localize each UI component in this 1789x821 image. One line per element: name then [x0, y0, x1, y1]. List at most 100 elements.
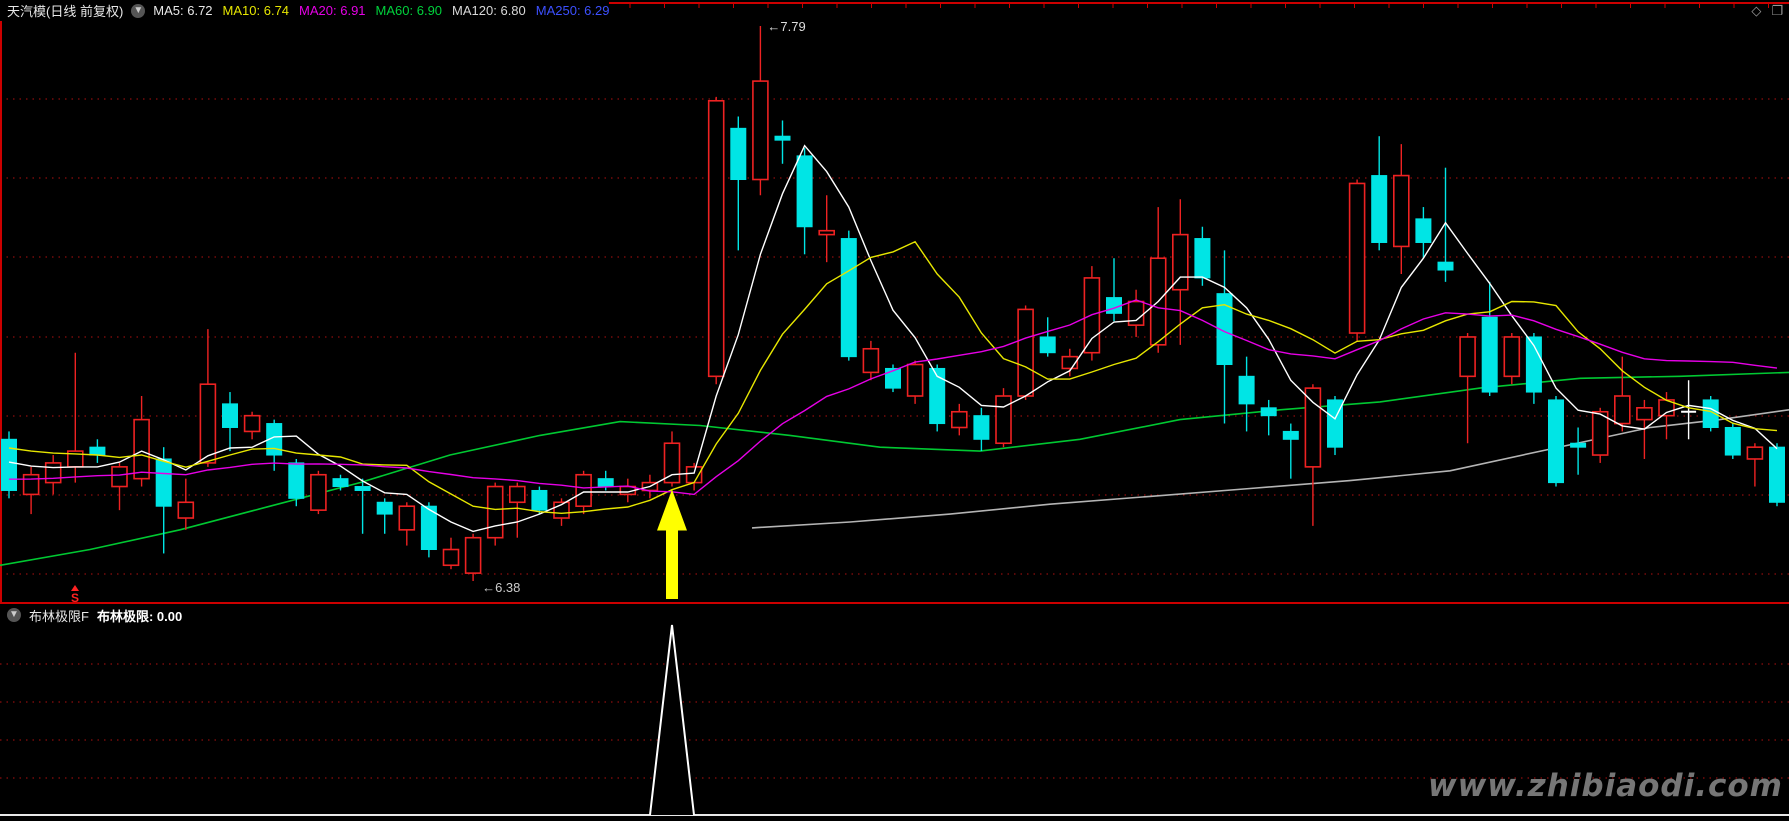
down-candle	[376, 501, 393, 515]
up-candle	[1348, 182, 1366, 334]
diamond-icon[interactable]: ◇	[1751, 3, 1762, 18]
down-candle	[1769, 446, 1785, 503]
down-candle	[1, 438, 17, 491]
indicator-name[interactable]: 布林极限F	[29, 608, 89, 624]
up-candle	[243, 414, 261, 433]
up-candle	[862, 347, 880, 374]
ma-legend-item-3: MA60: 6.90	[375, 3, 443, 18]
up-candle	[398, 505, 416, 531]
buy-signal-arrow-icon	[657, 489, 687, 599]
ma-legend-item-5: MA250: 6.29	[535, 3, 610, 18]
indicator-value: 布林极限: 0.00	[96, 608, 183, 624]
up-candle	[111, 466, 128, 488]
up-candle	[1636, 407, 1653, 421]
up-candle	[44, 462, 62, 484]
up-candle	[486, 485, 504, 539]
up-candle	[995, 395, 1012, 445]
up-candle	[177, 501, 195, 519]
down-candle	[266, 423, 283, 456]
low-price-label: ←6.38	[482, 580, 520, 595]
up-candle	[663, 442, 681, 484]
down-candle	[1481, 316, 1498, 393]
up-candle	[950, 410, 968, 429]
watermark: www.zhibiaodi.com	[1427, 768, 1783, 804]
up-candle	[133, 418, 150, 480]
sell-marker-triangle-icon	[71, 585, 79, 591]
up-candle	[1393, 174, 1410, 248]
ma60-line	[0, 371, 1789, 567]
down-candle	[1437, 261, 1454, 271]
down-candle	[840, 238, 857, 358]
down-candle	[354, 486, 371, 491]
indicator-spike	[649, 624, 695, 816]
up-candle	[464, 536, 482, 574]
down-candle	[1282, 430, 1299, 440]
down-candle	[1548, 399, 1564, 484]
up-candle	[508, 485, 526, 504]
down-candle	[1702, 399, 1719, 428]
down-candle	[1371, 175, 1388, 243]
up-candle	[199, 383, 217, 464]
down-candle	[1415, 218, 1432, 243]
ma5-line	[8, 144, 1778, 533]
down-candle	[1238, 375, 1255, 405]
ma-legend-item-0: MA5: 6.72	[153, 3, 213, 18]
down-candle	[155, 458, 172, 507]
sell-marker-label: S	[71, 591, 79, 605]
up-candle	[1172, 233, 1189, 291]
up-candle	[442, 548, 460, 567]
indicator-panel-header: ▼ 布林极限F 布林极限: 0.00	[0, 605, 182, 625]
up-candle	[1127, 300, 1145, 326]
chevron-down-icon[interactable]: ▼	[7, 608, 21, 622]
main-chart-legend: 天汽模(日线 前复权) ▼ MA5: 6.72 MA10: 6.74 MA20: 6…	[0, 0, 610, 21]
up-candle	[1614, 395, 1631, 425]
stock-title: 天汽模(日线 前复权)	[7, 4, 124, 19]
down-candle	[597, 478, 614, 488]
up-candle	[310, 473, 327, 511]
up-candle	[752, 80, 769, 181]
down-candle	[973, 415, 990, 440]
down-candle	[796, 155, 813, 228]
ma-legend-items: MA5: 6.72 MA10: 6.74 MA20: 6.91 MA60: 6.90 M…	[153, 3, 609, 18]
down-candle	[1106, 297, 1122, 314]
down-candle	[1570, 442, 1587, 448]
up-candle	[1304, 387, 1322, 468]
down-candle	[531, 489, 548, 511]
down-candle	[885, 367, 901, 389]
up-candle	[1503, 336, 1521, 378]
up-candle	[1017, 308, 1034, 397]
ma20-line	[8, 299, 1778, 496]
down-candle	[1260, 407, 1277, 417]
down-candle	[288, 462, 305, 499]
up-candle	[1061, 355, 1079, 370]
chevron-down-icon[interactable]: ▼	[131, 3, 146, 18]
up-candle	[1459, 336, 1476, 378]
down-candle	[1194, 238, 1211, 279]
ma-legend-item-1: MA10: 6.74	[222, 3, 290, 18]
down-candle	[1216, 293, 1233, 366]
ma120-line	[751, 409, 1789, 529]
down-candle	[222, 403, 238, 428]
down-candle	[332, 478, 349, 488]
down-candle	[774, 135, 791, 141]
up-candle	[22, 473, 40, 496]
up-candle	[1591, 410, 1609, 456]
up-candle	[818, 229, 836, 236]
split-pane-icon[interactable]: ❐	[1771, 3, 1783, 18]
ma-legend-item-4: MA120: 6.80	[452, 3, 526, 18]
high-price-label: ←7.79	[767, 19, 805, 34]
down-candle	[929, 367, 946, 425]
down-candle	[1724, 426, 1741, 456]
up-candle	[707, 99, 725, 378]
down-candle	[1525, 336, 1542, 393]
ma10-line	[8, 240, 1778, 515]
down-candle	[89, 446, 106, 456]
down-candle	[730, 127, 747, 181]
up-candle	[1746, 446, 1764, 460]
up-candle	[575, 473, 592, 508]
down-candle	[1039, 336, 1056, 354]
down-candle	[420, 505, 437, 551]
ma-legend-item-2: MA20: 6.91	[299, 3, 366, 18]
